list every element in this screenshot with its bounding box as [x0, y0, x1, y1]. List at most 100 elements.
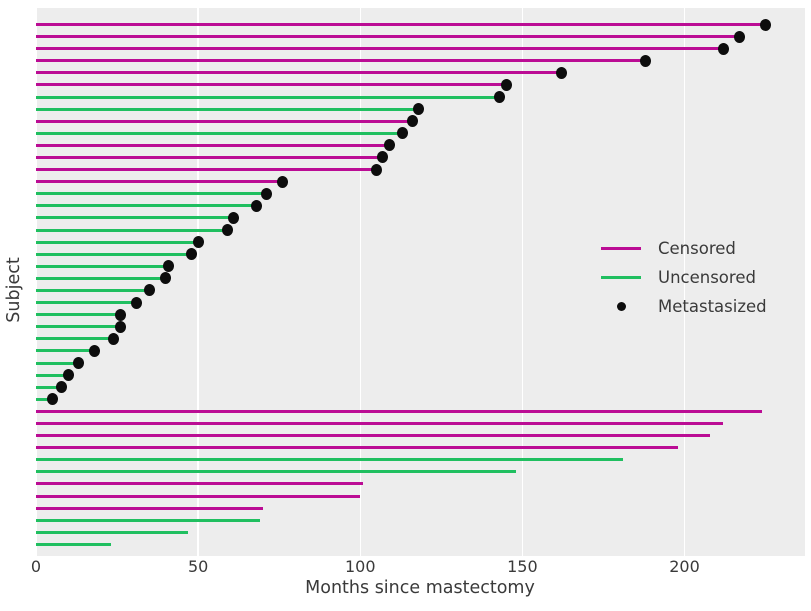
uncensored-line — [36, 349, 95, 353]
censored-line — [36, 168, 377, 172]
censored-line — [36, 155, 383, 159]
metastasis-dot — [260, 187, 272, 200]
uncensored-line — [36, 325, 121, 329]
metastasis-dot — [186, 248, 198, 261]
uncensored-line — [36, 458, 623, 462]
uncensored-line — [36, 288, 150, 292]
uncensored-line — [36, 385, 62, 389]
uncensored-line — [36, 337, 114, 341]
censored-line — [36, 71, 562, 75]
uncensored-line — [36, 470, 516, 474]
x-tick-label-100: 100 — [344, 557, 376, 576]
x-axis-label: Months since mastectomy — [305, 578, 535, 598]
metastasis-dot — [276, 175, 288, 188]
legend: Censored Uncensored Metastasized — [595, 234, 767, 321]
uncensored-line — [36, 373, 69, 377]
metastasis-dot — [88, 344, 100, 357]
uncensored-line — [36, 301, 137, 305]
metastasis-dot — [160, 272, 172, 285]
censored-line — [36, 47, 724, 51]
censored-line-icon — [601, 247, 641, 250]
uncensored-line — [36, 192, 267, 196]
metastasized-dot-icon — [601, 302, 641, 311]
censored-line — [36, 83, 507, 87]
metastasis-dot — [396, 127, 408, 140]
uncensored-line — [36, 264, 169, 268]
metastasis-dot — [413, 103, 425, 116]
gridline-x-0 — [35, 8, 37, 556]
metastasis-dot — [734, 30, 746, 43]
uncensored-line — [36, 95, 500, 99]
censored-line — [36, 35, 740, 39]
metastasis-dot — [500, 78, 512, 91]
uncensored-line — [36, 228, 228, 232]
legend-entry-censored: Censored — [595, 234, 767, 263]
y-axis-label: Subject — [4, 257, 24, 323]
uncensored-line — [36, 397, 53, 401]
censored-line — [36, 494, 361, 498]
uncensored-line — [36, 313, 121, 317]
uncensored-line — [36, 518, 260, 522]
metastasis-dot — [143, 284, 155, 297]
x-tick-label-50: 50 — [187, 557, 209, 576]
uncensored-line — [36, 276, 166, 280]
x-tick-label-150: 150 — [507, 557, 538, 576]
censored-line — [36, 409, 763, 413]
metastasis-dot — [760, 18, 772, 31]
x-tick-label-0: 0 — [30, 557, 42, 576]
metastasis-dot — [494, 91, 506, 104]
legend-label-metastasized: Metastasized — [658, 297, 767, 316]
metastasis-dot — [62, 369, 74, 382]
metastasis-dot — [717, 42, 729, 55]
uncensored-line — [36, 204, 257, 208]
censored-line — [36, 446, 678, 450]
legend-entry-metastasized: Metastasized — [595, 292, 767, 321]
metastasis-dot — [131, 296, 143, 309]
uncensored-line — [36, 107, 419, 111]
uncensored-line — [36, 361, 79, 365]
censored-line — [36, 180, 283, 184]
gridline-x-50 — [197, 8, 199, 556]
metastasis-dot — [377, 151, 389, 164]
gridline-x-100 — [359, 8, 361, 556]
metastasis-dot — [370, 163, 382, 176]
metastasis-dot — [250, 199, 262, 212]
censored-line — [36, 421, 724, 425]
uncensored-line — [36, 252, 192, 256]
metastasis-dot — [108, 332, 120, 345]
plot-area: Censored Uncensored Metastasized — [35, 8, 805, 556]
metastasis-dot — [163, 260, 175, 273]
metastasis-dot — [46, 393, 58, 406]
uncensored-line — [36, 240, 199, 244]
censored-line — [36, 23, 766, 26]
metastasis-dot — [72, 357, 84, 370]
metastasis-dot — [192, 236, 204, 249]
metastasis-dot — [221, 224, 233, 237]
metastasis-dot — [406, 115, 418, 128]
legend-entry-uncensored: Uncensored — [595, 263, 767, 292]
metastasis-dot — [555, 66, 567, 79]
metastasis-dot — [228, 211, 240, 224]
gridline-x-200 — [683, 8, 686, 556]
metastasis-dot — [383, 139, 395, 152]
legend-label-censored: Censored — [658, 239, 736, 258]
gridline-x-150 — [521, 8, 524, 556]
censored-line — [36, 59, 646, 63]
uncensored-line-icon — [601, 276, 641, 279]
uncensored-line — [36, 542, 111, 546]
metastasis-dot — [56, 381, 68, 394]
uncensored-line — [36, 530, 189, 534]
metastasis-dot — [640, 54, 652, 67]
censored-line — [36, 119, 413, 123]
uncensored-line — [36, 216, 234, 220]
metastasis-dot — [114, 308, 126, 321]
uncensored-line — [36, 131, 403, 135]
metastasis-dot — [114, 320, 126, 333]
censored-line — [36, 143, 390, 147]
censored-line — [36, 482, 364, 486]
x-tick-label-200: 200 — [669, 557, 700, 576]
legend-label-uncensored: Uncensored — [658, 268, 756, 287]
censored-line — [36, 506, 263, 510]
censored-line — [36, 434, 711, 438]
